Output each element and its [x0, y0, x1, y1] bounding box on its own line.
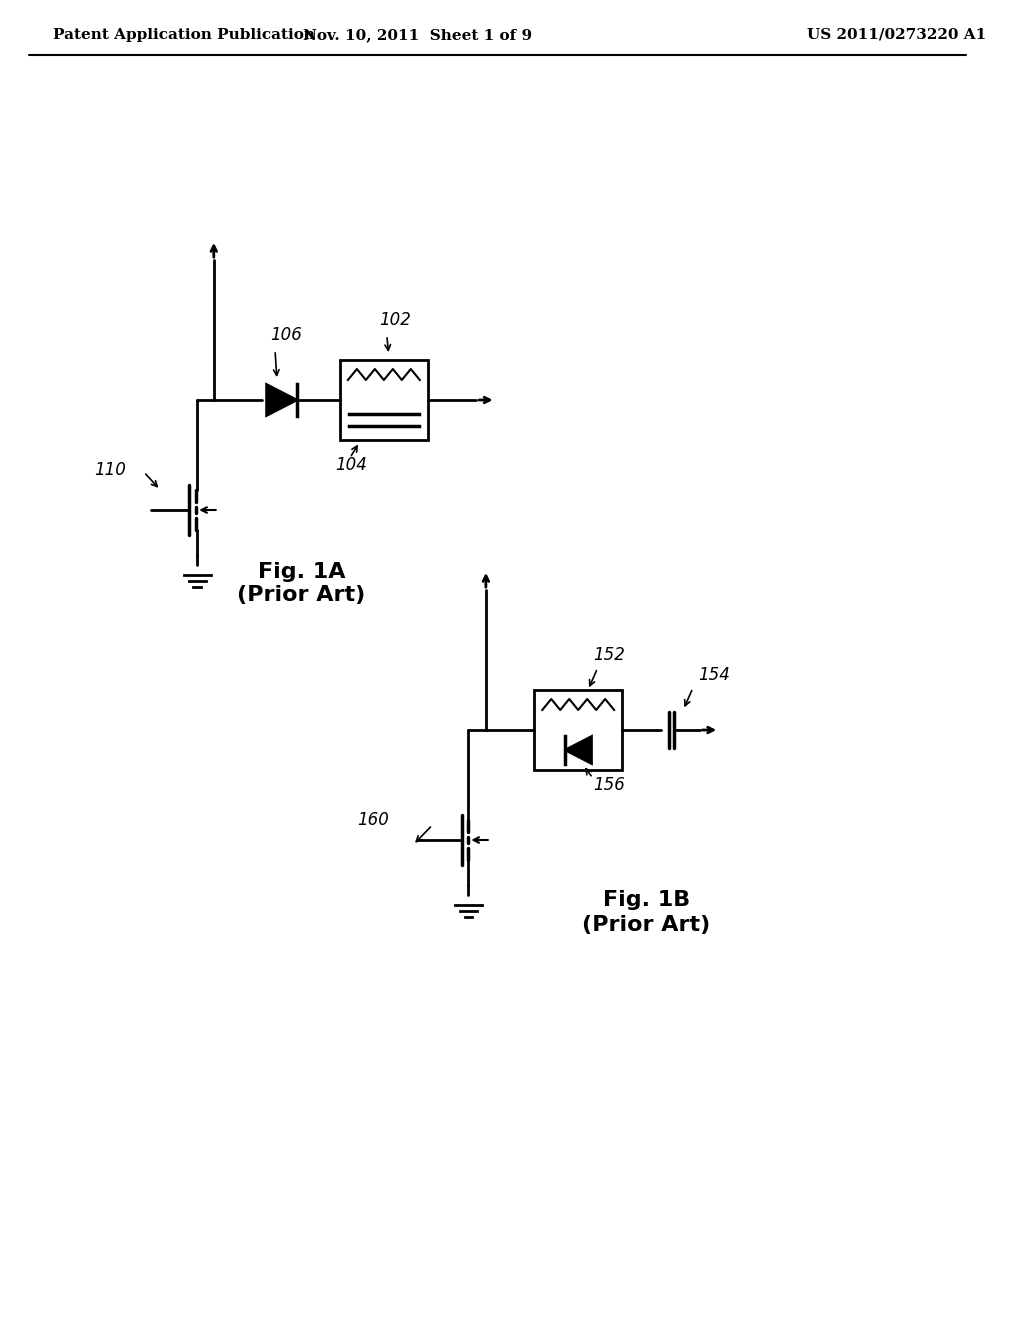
- Text: (Prior Art): (Prior Art): [238, 585, 366, 605]
- Text: (Prior Art): (Prior Art): [582, 915, 711, 935]
- Text: Patent Application Publication: Patent Application Publication: [53, 28, 315, 42]
- Text: 104: 104: [335, 455, 368, 474]
- Text: 160: 160: [356, 810, 389, 829]
- Text: Fig. 1B: Fig. 1B: [602, 890, 690, 909]
- Text: Nov. 10, 2011  Sheet 1 of 9: Nov. 10, 2011 Sheet 1 of 9: [303, 28, 532, 42]
- Polygon shape: [564, 737, 592, 764]
- Text: 156: 156: [593, 776, 625, 795]
- Polygon shape: [266, 384, 297, 416]
- Text: 154: 154: [697, 667, 730, 684]
- Text: 152: 152: [593, 645, 625, 664]
- Bar: [535, 690, 622, 770]
- Text: Fig. 1A: Fig. 1A: [257, 562, 345, 582]
- Text: 106: 106: [270, 326, 302, 345]
- Bar: [340, 360, 428, 440]
- Text: US 2011/0273220 A1: US 2011/0273220 A1: [807, 28, 986, 42]
- Text: 102: 102: [379, 312, 411, 329]
- Text: 110: 110: [94, 461, 126, 479]
